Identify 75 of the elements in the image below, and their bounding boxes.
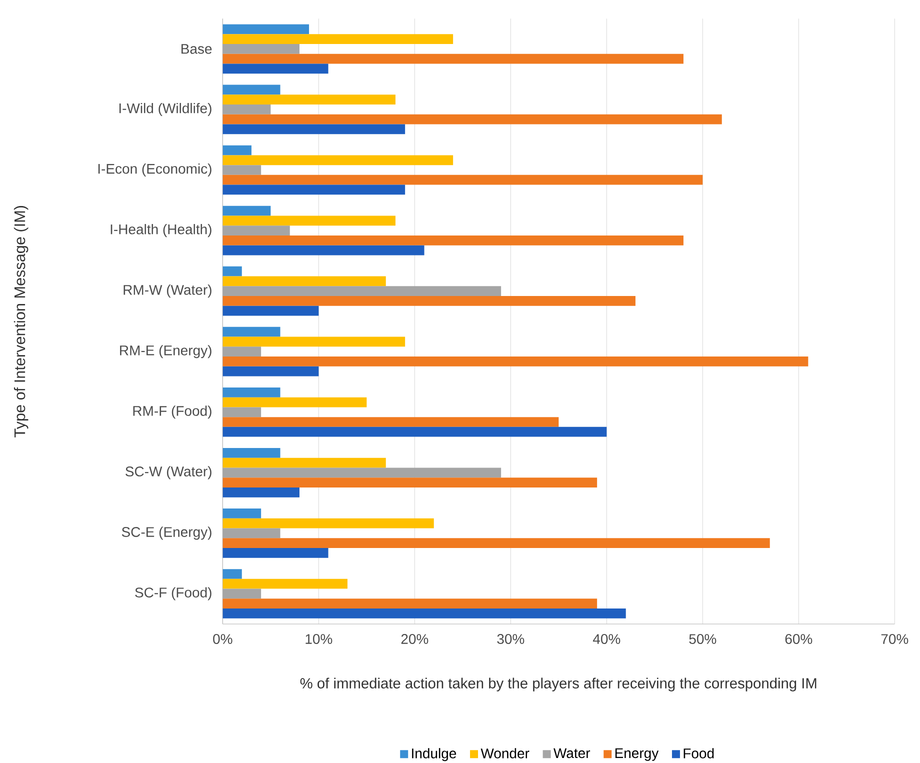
y-tick-label: Base — [182, 44, 212, 54]
x-tick-label: 50% — [689, 634, 716, 644]
x-axis-title: % of immediate action taken by the players after receiving the corresponding IM — [300, 678, 816, 692]
y-tick-label: SC-E (Energy) — [122, 526, 212, 540]
bar — [222, 366, 319, 376]
bar — [222, 175, 703, 185]
bar — [222, 548, 328, 558]
bar — [222, 206, 271, 216]
y-tick-label: SC-F (Food) — [135, 587, 212, 600]
bar — [222, 528, 280, 538]
bar — [222, 146, 252, 156]
bar — [222, 608, 626, 619]
y-axis-title: Type of Intervention Message (IM) — [14, 206, 28, 438]
bar — [222, 44, 300, 54]
legend-label: Indulge — [412, 748, 456, 762]
bar — [222, 54, 684, 64]
bar — [222, 114, 722, 124]
y-tick-label: SC-W (Water) — [126, 466, 212, 480]
x-tick-label: 0% — [213, 634, 232, 644]
bar — [222, 327, 280, 337]
bar — [222, 488, 300, 498]
y-tick-label: RM-F (Food) — [133, 406, 212, 419]
bar — [222, 124, 406, 134]
y-tick-label: RM-E (Energy) — [120, 345, 212, 358]
bar — [222, 94, 396, 105]
bar — [222, 226, 290, 236]
bar — [222, 236, 684, 246]
bar — [222, 388, 280, 398]
bar — [222, 398, 367, 408]
bar — [222, 598, 598, 609]
bar — [222, 155, 454, 166]
bar — [222, 286, 502, 296]
bar — [222, 417, 559, 428]
legend-label: Water — [554, 748, 590, 758]
bar — [222, 184, 406, 195]
bar — [222, 266, 242, 276]
bar — [222, 165, 262, 176]
legend-label: Food — [684, 748, 714, 759]
legend-label: Energy — [615, 748, 659, 762]
bar — [222, 64, 328, 74]
bar — [222, 104, 271, 115]
bar — [222, 306, 319, 316]
x-tick-label: 70% — [881, 634, 908, 644]
bar — [222, 468, 502, 478]
bar — [222, 34, 454, 44]
y-tick-label: I-Econ (Economic) — [98, 164, 212, 177]
bar — [222, 407, 262, 418]
bar — [222, 427, 607, 437]
bar — [222, 448, 280, 458]
bar — [222, 216, 396, 226]
bar — [222, 458, 386, 468]
y-tick-label: I-Wild (Wildlife) — [119, 103, 212, 116]
bar — [222, 276, 386, 286]
bar — [222, 336, 406, 347]
bar — [222, 356, 808, 367]
bar — [222, 579, 348, 589]
x-tick-label: 20% — [401, 634, 428, 644]
bar — [222, 346, 262, 357]
bar — [222, 478, 598, 488]
bar — [222, 588, 262, 599]
legend-label: Wonder — [480, 748, 530, 759]
bar — [222, 518, 434, 528]
bar — [222, 538, 770, 548]
x-tick-label: 10% — [306, 634, 332, 644]
y-tick-label: I-Health (Health) — [110, 224, 212, 238]
x-tick-label: 30% — [497, 634, 524, 644]
x-tick-label: 60% — [785, 634, 812, 644]
bar — [222, 24, 310, 34]
bar — [222, 84, 280, 95]
bar — [222, 296, 636, 306]
bar — [222, 246, 424, 256]
y-tick-label: RM-W (Water) — [124, 284, 212, 298]
bar — [222, 569, 242, 580]
bar — [222, 508, 262, 519]
x-tick-label: 40% — [592, 634, 620, 644]
